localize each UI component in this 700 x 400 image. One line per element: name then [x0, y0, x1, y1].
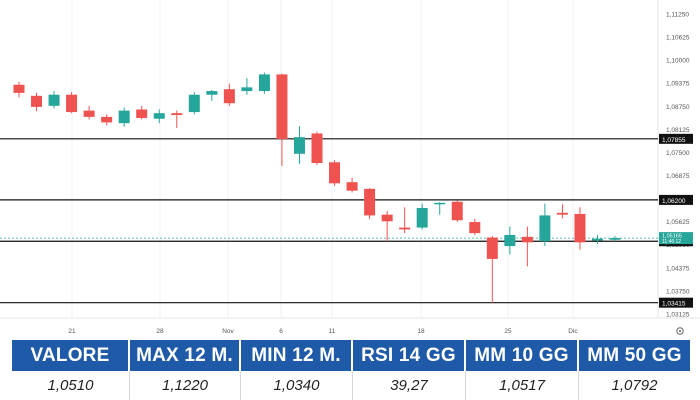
level-label-box	[659, 133, 693, 144]
candle-body	[223, 89, 235, 104]
candle-body	[591, 238, 603, 241]
level-label-box	[659, 297, 693, 308]
candle-body	[504, 234, 516, 247]
level-label: 1,06200	[662, 198, 686, 205]
candle-body	[574, 213, 586, 243]
candle-body	[399, 227, 411, 230]
candle-body	[136, 109, 148, 118]
y-tick-label: 1,09375	[666, 81, 690, 88]
y-tick-label: 1,03750	[666, 288, 690, 295]
x-tick-label: Nov	[222, 328, 234, 335]
candle-body	[153, 113, 165, 119]
settings-gear-center	[679, 330, 681, 332]
candle-body	[206, 91, 218, 95]
stats-value-max-12m: 1,1220	[130, 371, 241, 400]
candle-body	[118, 110, 130, 124]
x-tick-label: 11	[329, 328, 336, 335]
candle-body	[451, 201, 463, 221]
candle-body	[434, 202, 446, 205]
x-tick-label: Dic	[568, 328, 578, 335]
candle-body	[188, 94, 200, 113]
current-price-box	[659, 232, 693, 245]
candle-body	[83, 110, 95, 117]
candle-body	[521, 236, 533, 243]
current-price-label: 1,05165	[662, 234, 682, 240]
level-label: 1,03415	[662, 301, 686, 308]
candle-body	[171, 113, 183, 116]
y-tick-label: 1,05625	[666, 219, 690, 226]
y-tick-label: 1,06875	[666, 173, 690, 180]
settings-gear-icon	[676, 327, 684, 335]
candle-body	[486, 237, 498, 259]
stats-value-min-12m: 1,0340	[241, 371, 353, 400]
candle-body	[66, 94, 78, 113]
y-tick-label: 1,08750	[666, 104, 690, 111]
candle-body	[539, 215, 551, 242]
stats-value-row: 1,0510 1,1220 1,0340 39,27 1,0517 1,0792	[12, 371, 690, 400]
stats-value-mm-10gg: 1,0517	[466, 371, 579, 400]
candle-body	[293, 137, 305, 154]
chart-canvas: 1,11250 1,10625 1,10000 1,09375 1,08750 1,081…	[0, 0, 700, 335]
x-tick-label: 6	[279, 328, 283, 335]
level-label-box	[659, 194, 693, 205]
candle-body	[13, 84, 25, 93]
candle-body	[469, 222, 481, 234]
candle-body	[609, 238, 621, 240]
candle-body	[364, 188, 376, 216]
candle-body	[346, 182, 358, 191]
candle-body	[276, 74, 288, 140]
candlestick-chart: 1,11250 1,10625 1,10000 1,09375 1,08750 1,081…	[0, 0, 700, 335]
y-tick-label: 1,11250	[666, 12, 689, 19]
x-tick-label: 18	[417, 328, 425, 335]
x-tick-label: 28	[156, 328, 164, 335]
stats-header-max-12m: MAX 12 M.	[130, 340, 241, 371]
y-tick-label: 1,10625	[666, 35, 690, 42]
stats-header-mm-50gg: MM 50 GG	[579, 340, 690, 371]
stats-header-rsi-14gg: RSI 14 GG	[353, 340, 466, 371]
x-tick-label: 21	[68, 328, 76, 335]
stats-value-mm-50gg: 1,0792	[611, 377, 658, 394]
stats-header-row: VALORE MAX 12 M. MIN 12 M. RSI 14 GG MM …	[12, 340, 690, 371]
candle-body	[311, 133, 323, 163]
candle-body	[258, 74, 270, 92]
candle-body	[48, 94, 60, 106]
y-tick-label: 1,04375	[666, 265, 690, 272]
stats-value-valore: 1,0510	[12, 371, 130, 400]
y-tick-label: 1,07500	[666, 150, 690, 157]
stats-table: VALORE MAX 12 M. MIN 12 M. RSI 14 GG MM …	[12, 340, 690, 400]
stats-header-mm-10gg: MM 10 GG	[466, 340, 579, 371]
y-tick-label: 1,10000	[666, 58, 690, 65]
candle-body	[381, 214, 393, 222]
y-tick-label: 1,08125	[666, 127, 690, 134]
candle-body	[556, 212, 568, 215]
stats-header-min-12m: MIN 12 M.	[241, 340, 353, 371]
stats-header-valore: VALORE	[12, 340, 130, 371]
stats-value-rsi-14gg: 39,27	[353, 371, 466, 400]
level-label: 1,07855	[662, 137, 686, 144]
y-tick-label: 1,03125	[666, 311, 690, 318]
candle-body	[101, 116, 113, 123]
candle-body	[329, 162, 341, 184]
current-price-countdown: 11:46:12	[662, 239, 681, 245]
candle-body	[416, 208, 428, 228]
x-tick-label: 25	[504, 328, 512, 335]
candle-body	[241, 87, 253, 92]
candle-body	[31, 95, 43, 107]
